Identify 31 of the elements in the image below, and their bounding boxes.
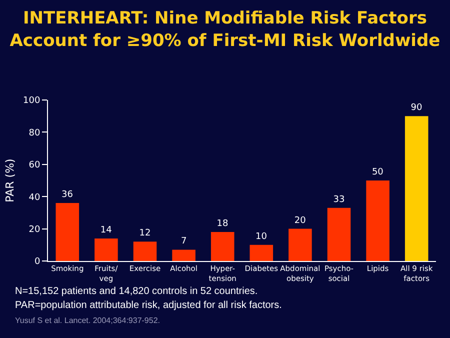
y-tick-label: 0 [34, 257, 40, 268]
chart-title: INTERHEART: Nine Modifiable Risk Factors Account for ≥90% of First-MI Risk Worldwide [10, 8, 440, 51]
bar [94, 238, 118, 261]
bar [404, 116, 428, 261]
data-label: 10 [256, 232, 268, 242]
data-label: 20 [294, 216, 306, 226]
bar [133, 242, 157, 261]
data-label: 18 [216, 219, 228, 230]
text: PAR=population attributable risk, adjusted for all risk factors. [15, 300, 282, 311]
bar [210, 232, 234, 261]
text: N=15,152 patients and 14,820 controls in 52 countries. [15, 286, 258, 297]
y-tick-label: 40 [28, 192, 40, 203]
bar [250, 244, 274, 261]
y-tick-label: 60 [28, 160, 40, 171]
data-label: 36 [62, 190, 74, 200]
data-label: 90 [410, 103, 422, 114]
bar [172, 250, 196, 261]
data-label: 33 [333, 194, 345, 205]
bar [56, 203, 80, 261]
data-label: 7 [180, 236, 187, 247]
bar [327, 208, 351, 261]
y-tick-label: 100 [23, 96, 40, 106]
bar [288, 228, 312, 261]
y-tick-label: 20 [28, 224, 40, 235]
data-label: 12 [139, 228, 151, 239]
text: Yusuf S et al. Lancet. 2004;364:937-952. [15, 316, 160, 325]
y-axis-title: PAR (%) [4, 158, 17, 202]
y-tick-label: 80 [28, 128, 40, 138]
bar [366, 180, 390, 261]
data-label: 50 [372, 168, 384, 178]
data-label: 14 [100, 225, 112, 236]
